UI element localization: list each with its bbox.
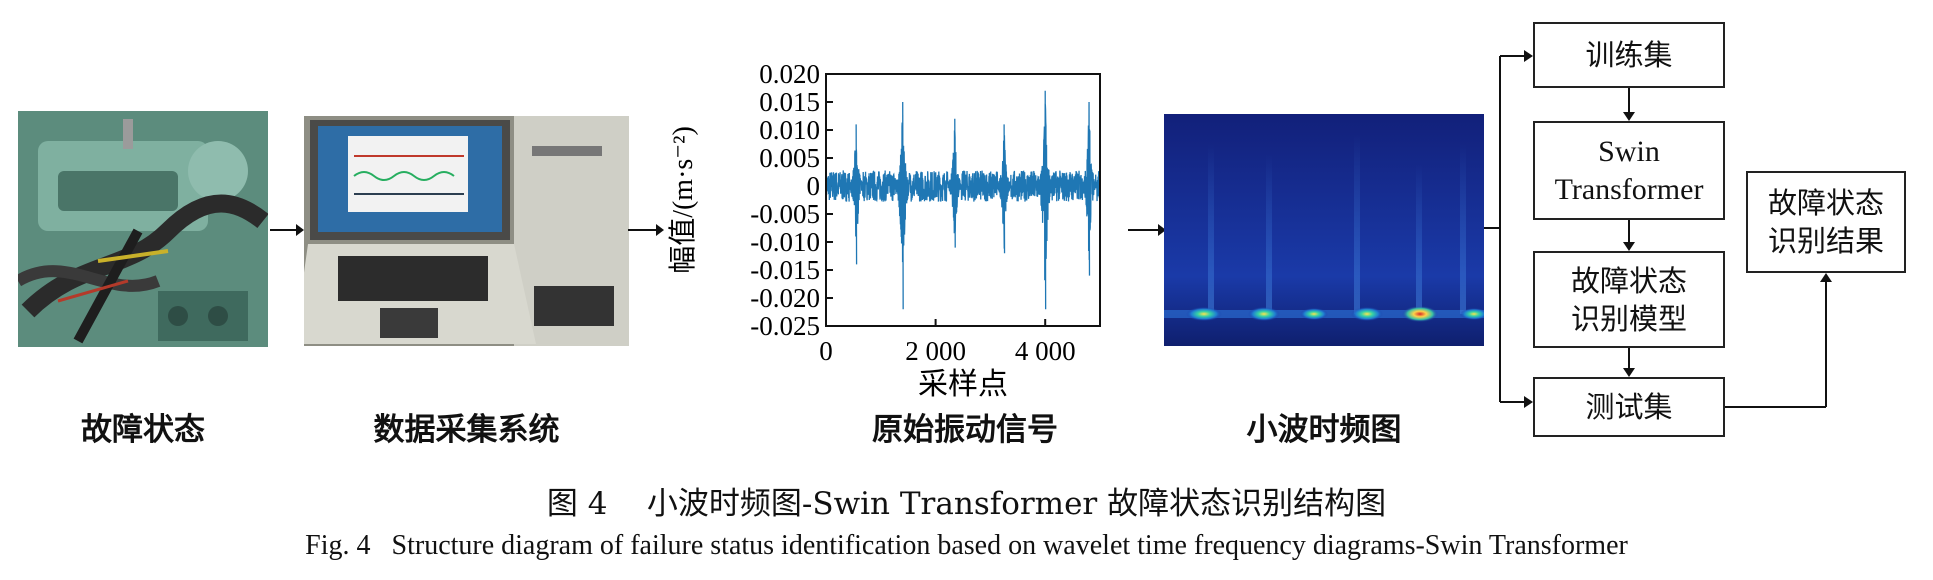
result-line1: 故障状态	[1767, 186, 1884, 220]
chart-series	[825, 90, 1101, 310]
y-tick-label: 0	[807, 171, 821, 201]
y-tick-label: -0.005	[750, 199, 820, 229]
label-wavelet: 小波时频图	[1246, 412, 1402, 448]
y-tick-label: 0.010	[759, 115, 820, 145]
laptop-illustration	[304, 116, 629, 346]
fault-model-line2: 识别模型	[1570, 301, 1687, 336]
y-tick-label: -0.010	[750, 227, 820, 257]
caption-cn-prefix: 图 4	[546, 486, 608, 522]
swin-label-line2: Transformer	[1554, 172, 1704, 206]
y-tick-label: 0.015	[759, 87, 820, 117]
raw-signal-chart: 0.0200.0150.0100.0050-0.005-0.010-0.015-…	[667, 59, 1101, 401]
box-training-set: 训练集	[1533, 22, 1725, 88]
box-fault-model: 故障状态 识别模型	[1533, 251, 1725, 348]
y-tick-label: 0.020	[759, 59, 820, 89]
x-axis-label: 采样点	[918, 368, 1008, 401]
arrow-right-icon	[1128, 224, 1166, 236]
arrow-right-icon	[270, 224, 304, 236]
fault-model-line1: 故障状态	[1570, 263, 1687, 298]
result-line2: 识别结果	[1767, 224, 1884, 258]
chart-ticks: 0.0200.0150.0100.0050-0.005-0.010-0.015-…	[750, 59, 1075, 366]
x-tick-label: 4 000	[1015, 336, 1076, 366]
caption-en-prefix: Fig. 4	[305, 530, 371, 561]
daq-photo	[304, 116, 629, 346]
engine-photo	[18, 111, 268, 347]
caption-english: Fig. 4 Structure diagram of failure stat…	[0, 530, 1933, 562]
y-tick-label: 0.005	[759, 143, 820, 173]
caption-en-text: Structure diagram of failure status iden…	[391, 530, 1628, 561]
swin-label-line1: Swin	[1598, 134, 1660, 168]
x-tick-label: 0	[819, 336, 833, 366]
y-tick-label: -0.020	[750, 283, 820, 313]
y-axis-label: 幅值/(m·s⁻²)	[667, 126, 699, 274]
box-test-set: 测试集	[1533, 377, 1725, 437]
caption-chinese: 图 4 小波时频图-Swin Transformer 故障状态识别结构图	[0, 478, 1933, 523]
box-swin-transformer: Swin Transformer	[1533, 121, 1725, 220]
training-set-label: 训练集	[1585, 38, 1673, 72]
label-fault-state: 故障状态	[81, 412, 205, 448]
engine-illustration	[18, 111, 268, 347]
plot-frame	[825, 73, 1101, 327]
flow-connectors	[1484, 50, 1832, 408]
signal-series-line	[825, 90, 1101, 310]
label-raw-signal: 原始振动信号	[872, 412, 1058, 448]
x-tick-label: 2 000	[905, 336, 966, 366]
y-tick-label: -0.025	[750, 311, 820, 341]
box-result: 故障状态 识别结果	[1746, 171, 1906, 273]
arrow-right-icon	[628, 224, 664, 236]
caption-cn-text: 小波时频图-Swin Transformer 故障状态识别结构图	[646, 486, 1387, 522]
y-tick-label: -0.015	[750, 255, 820, 285]
test-set-label: 测试集	[1585, 390, 1673, 424]
label-data-acquisition: 数据采集系统	[373, 412, 560, 448]
wavelet-spectrogram	[1164, 114, 1484, 346]
